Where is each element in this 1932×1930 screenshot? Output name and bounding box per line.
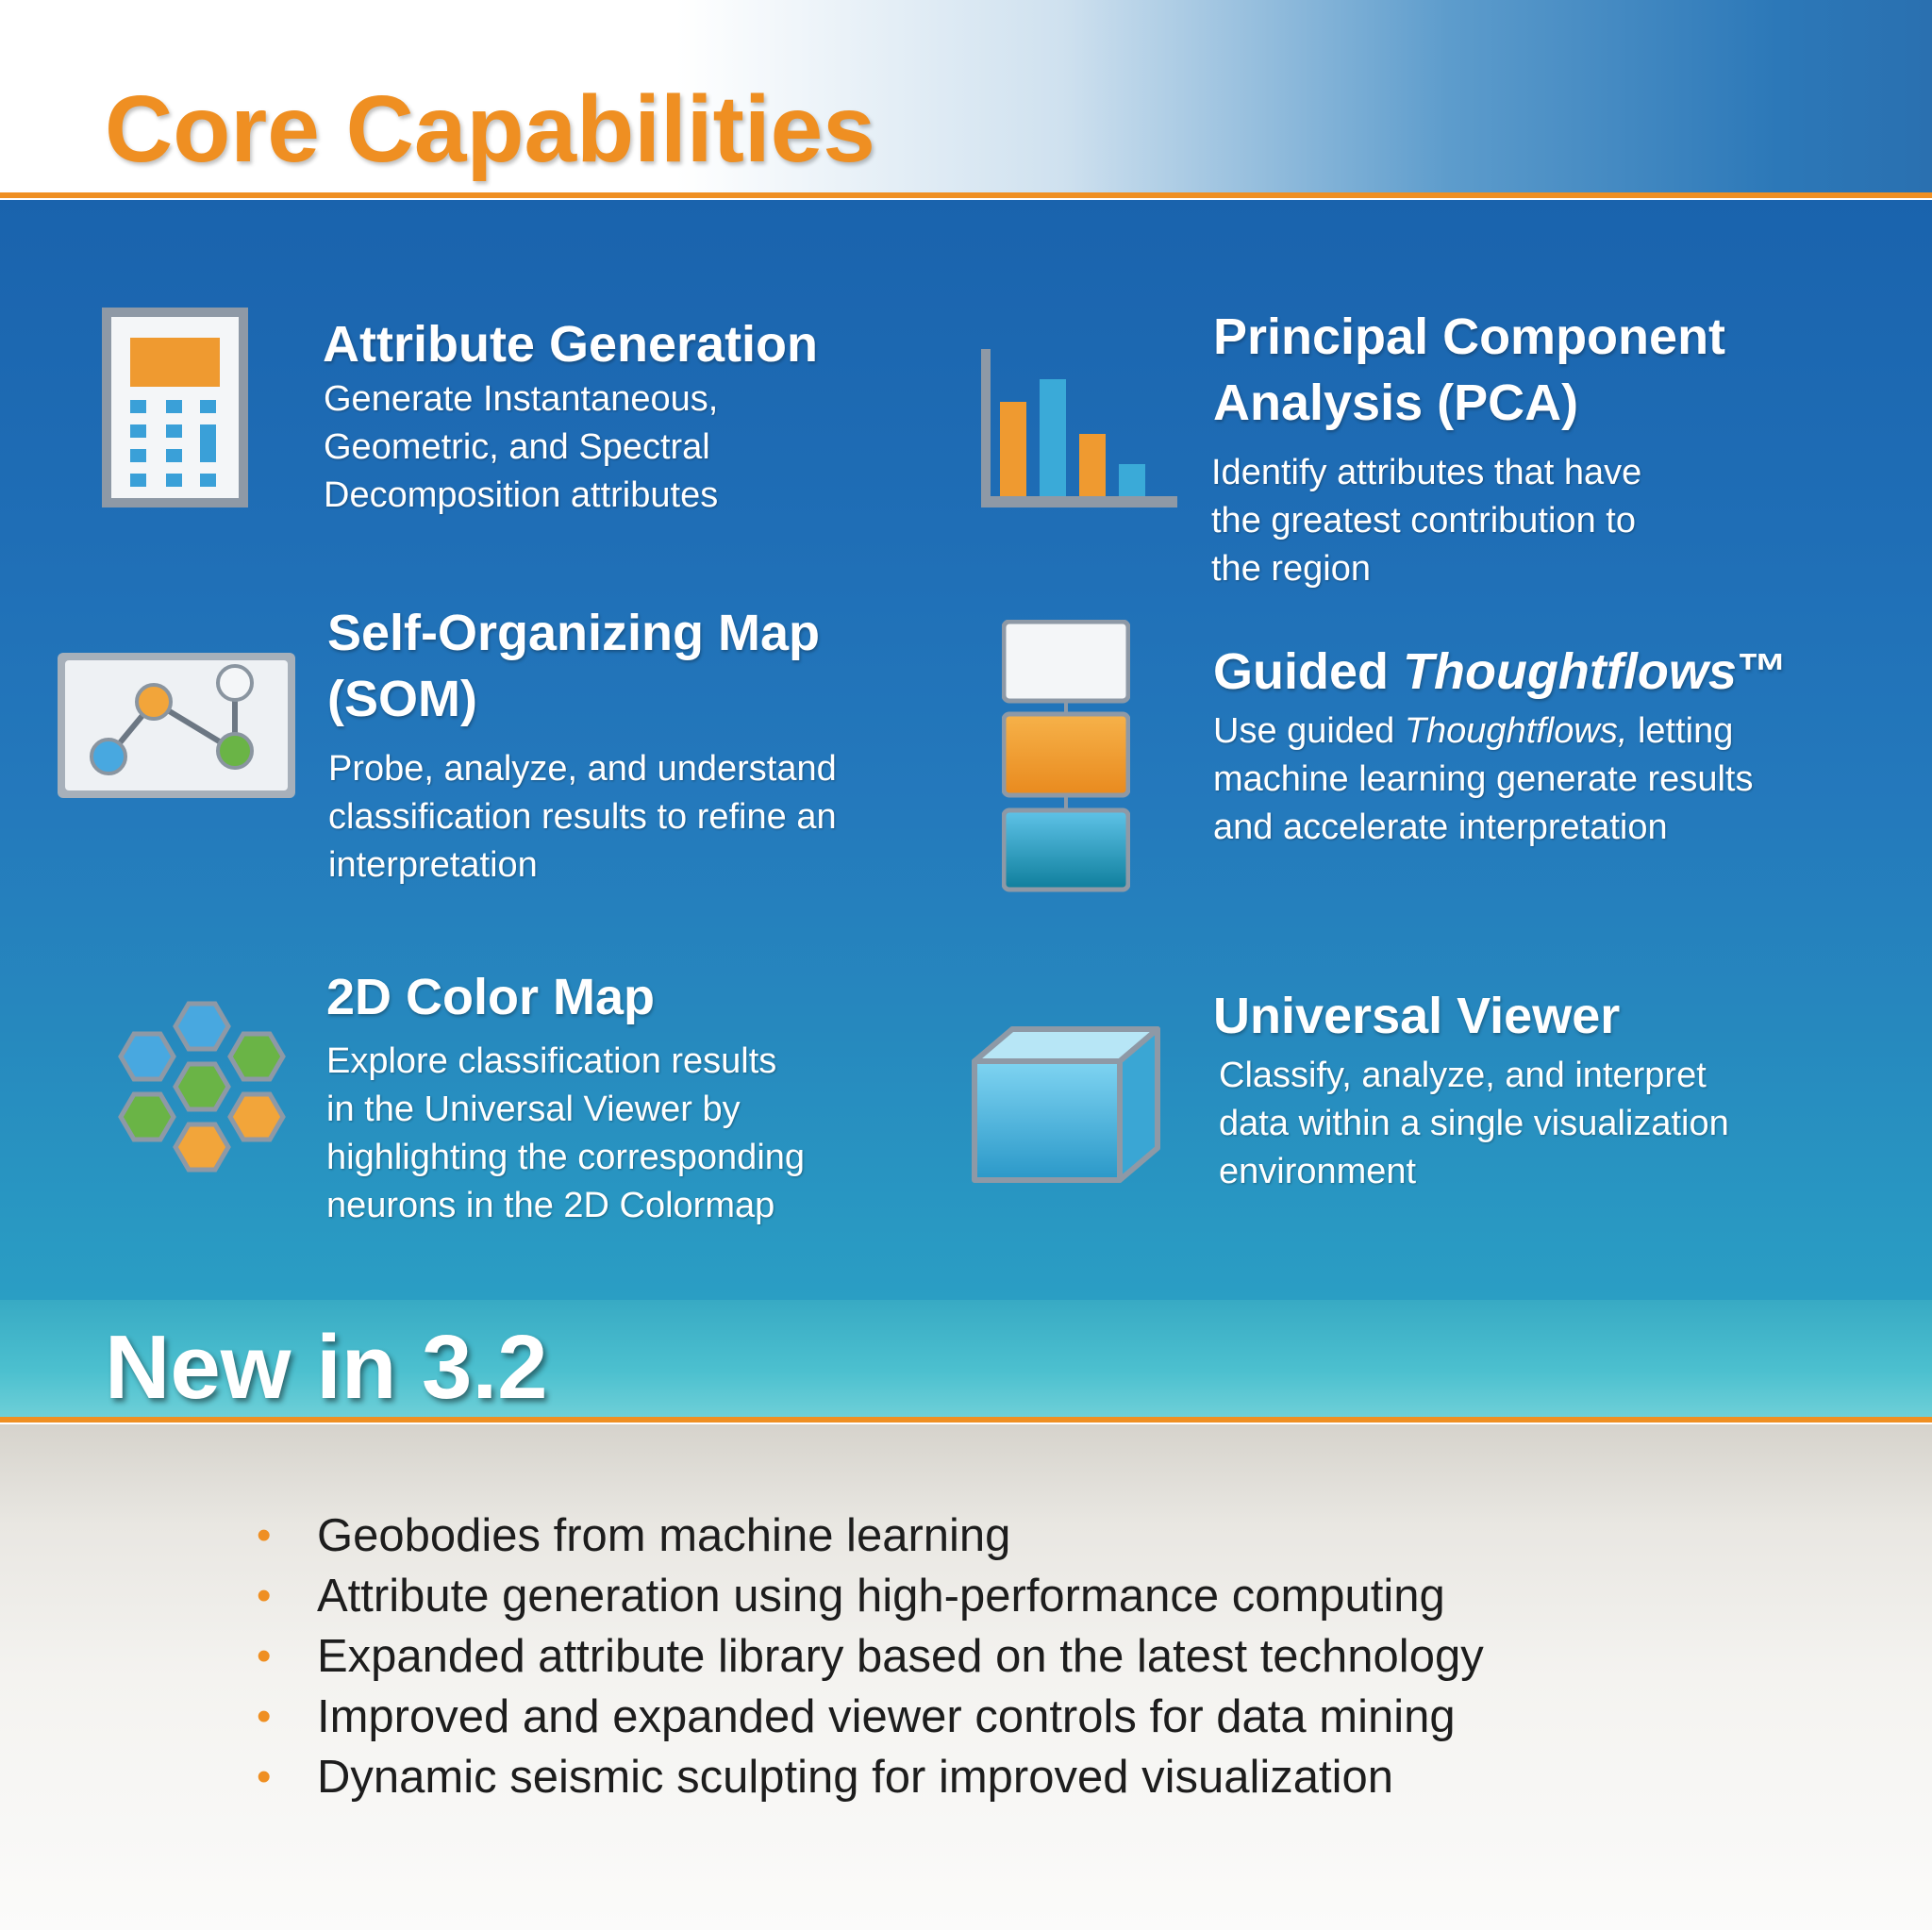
description-line: Generate Instantaneous, — [324, 379, 719, 419]
description-line: Geometric, and Spectral — [324, 427, 710, 467]
description-line: Identify attributes that have — [1211, 453, 1642, 492]
title-italic: Thoughtflows — [1403, 643, 1737, 700]
color-map-description: Explore classification results in the Uni… — [326, 1038, 805, 1230]
description-line: and accelerate interpretation — [1213, 807, 1668, 847]
description-line: neurons in the 2D Colormap — [326, 1186, 775, 1225]
description-line: the region — [1211, 549, 1372, 589]
description-line: Use guided Thoughtflows, letting — [1213, 707, 1753, 756]
text-italic: Thoughtflows, — [1404, 711, 1628, 751]
description-line: Decomposition attributes — [324, 475, 719, 515]
new-features-list: • Geobodies from machine learning • Attrib… — [257, 1506, 1484, 1807]
description-line: environment — [1219, 1152, 1417, 1191]
bullet-icon: • — [257, 1633, 272, 1679]
text: Use guided — [1213, 711, 1405, 751]
description-line: highlighting the corresponding — [326, 1138, 806, 1177]
list-item-text: Dynamic seismic sculpting for improved v… — [317, 1752, 1394, 1803]
description-line: machine learning generate results — [1213, 759, 1754, 799]
title-line: Analysis (PCA) — [1213, 374, 1579, 431]
title-line: (SOM) — [327, 671, 477, 727]
description-line: the greatest contribution to — [1211, 501, 1636, 541]
new-section-banner — [0, 1300, 1932, 1419]
list-item: • Attribute generation using high-perform… — [257, 1566, 1484, 1626]
workflow-stack-icon — [1002, 620, 1130, 892]
title-text: Guided — [1213, 643, 1403, 700]
universal-viewer-description: Classify, analyze, and interpret data wit… — [1219, 1052, 1729, 1196]
list-item: • Expanded attribute library based on the… — [257, 1626, 1484, 1687]
attribute-generation-title: Attribute Generation — [323, 316, 819, 373]
trademark: ™ — [1736, 643, 1788, 700]
description-line: Classify, analyze, and interpret — [1219, 1056, 1707, 1095]
guided-thoughtflows-title: Guided Thoughtflows™ — [1213, 639, 1788, 705]
list-item: • Dynamic seismic sculpting for improved … — [257, 1747, 1484, 1807]
title-line: Principal Component — [1213, 308, 1726, 365]
calculator-icon — [102, 308, 248, 507]
new-section-divider — [0, 1417, 1932, 1423]
page-title: Core Capabilities — [105, 76, 875, 182]
description-line: classification results to refine an — [328, 797, 837, 837]
color-map-title: 2D Color Map — [326, 969, 656, 1025]
text: letting — [1627, 711, 1734, 751]
node-graph-icon — [58, 653, 295, 798]
guided-thoughtflows-description: Use guided Thoughtflows, letting machine… — [1213, 707, 1753, 852]
title-line: Self-Organizing Map — [327, 605, 821, 661]
list-item: • Geobodies from machine learning — [257, 1506, 1484, 1566]
description-line: data within a single visualization — [1219, 1104, 1729, 1143]
bullet-icon: • — [257, 1693, 272, 1739]
pca-description: Identify attributes that have the greates… — [1211, 449, 1641, 593]
list-item-text: Geobodies from machine learning — [317, 1510, 1011, 1561]
new-section-title: New in 3.2 — [105, 1317, 548, 1418]
pca-title: Principal Component Analysis (PCA) — [1213, 304, 1725, 436]
list-item-text: Attribute generation using high-performa… — [317, 1571, 1445, 1622]
header-banner — [0, 0, 1932, 194]
som-title: Self-Organizing Map (SOM) — [327, 600, 820, 732]
attribute-generation-description: Generate Instantaneous, Geometric, and Sp… — [324, 375, 718, 520]
bullet-icon: • — [257, 1754, 272, 1800]
description-line: Probe, analyze, and understand — [328, 749, 837, 789]
header-divider — [0, 192, 1932, 198]
bar-chart-icon — [981, 349, 1177, 507]
universal-viewer-title: Universal Viewer — [1213, 988, 1621, 1044]
cube-icon — [972, 1026, 1160, 1183]
list-item-text: Expanded attribute library based on the … — [317, 1631, 1484, 1682]
description-line: in the Universal Viewer by — [326, 1090, 741, 1129]
list-item: • Improved and expanded viewer controls f… — [257, 1687, 1484, 1747]
description-line: Explore classification results — [326, 1041, 777, 1081]
capabilities-panel — [0, 200, 1932, 1300]
hexagon-map-icon — [118, 1001, 286, 1173]
bullet-icon: • — [257, 1512, 272, 1558]
bullet-icon: • — [257, 1572, 272, 1619]
new-section-panel — [0, 1424, 1932, 1930]
description-line: interpretation — [328, 845, 538, 885]
list-item-text: Improved and expanded viewer controls fo… — [317, 1691, 1456, 1742]
som-description: Probe, analyze, and understand classifica… — [328, 745, 837, 890]
